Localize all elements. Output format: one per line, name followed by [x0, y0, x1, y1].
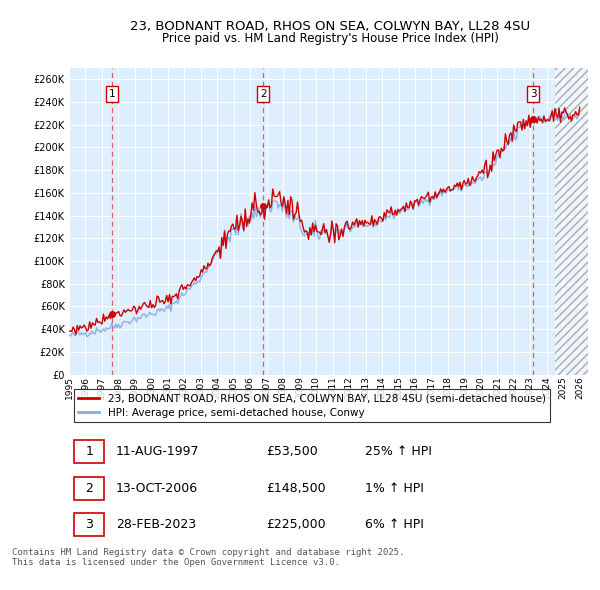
FancyBboxPatch shape [74, 513, 104, 536]
Text: 1: 1 [85, 445, 93, 458]
Text: 13-OCT-2006: 13-OCT-2006 [116, 481, 198, 495]
Text: 11-AUG-1997: 11-AUG-1997 [116, 445, 199, 458]
FancyBboxPatch shape [74, 440, 104, 463]
Text: 2: 2 [260, 89, 266, 99]
Text: £148,500: £148,500 [266, 481, 326, 495]
Legend: 23, BODNANT ROAD, RHOS ON SEA, COLWYN BAY, LL28 4SU (semi-detached house), HPI: : 23, BODNANT ROAD, RHOS ON SEA, COLWYN BA… [74, 389, 550, 422]
FancyBboxPatch shape [74, 477, 104, 500]
Bar [555, 68, 588, 375]
Text: 2: 2 [85, 481, 93, 495]
Text: 3: 3 [530, 89, 536, 99]
Text: 1% ↑ HPI: 1% ↑ HPI [365, 481, 424, 495]
Text: 23, BODNANT ROAD, RHOS ON SEA, COLWYN BAY, LL28 4SU: 23, BODNANT ROAD, RHOS ON SEA, COLWYN BA… [130, 20, 530, 33]
Text: 28-FEB-2023: 28-FEB-2023 [116, 518, 196, 531]
Text: Contains HM Land Registry data © Crown copyright and database right 2025.
This d: Contains HM Land Registry data © Crown c… [12, 548, 404, 567]
Text: 3: 3 [85, 518, 93, 531]
Text: 6% ↑ HPI: 6% ↑ HPI [365, 518, 424, 531]
Bar [555, 68, 588, 375]
Text: 1: 1 [109, 89, 115, 99]
Text: £53,500: £53,500 [266, 445, 318, 458]
Text: 25% ↑ HPI: 25% ↑ HPI [365, 445, 432, 458]
Text: £225,000: £225,000 [266, 518, 326, 531]
Text: Price paid vs. HM Land Registry's House Price Index (HPI): Price paid vs. HM Land Registry's House … [161, 32, 499, 45]
